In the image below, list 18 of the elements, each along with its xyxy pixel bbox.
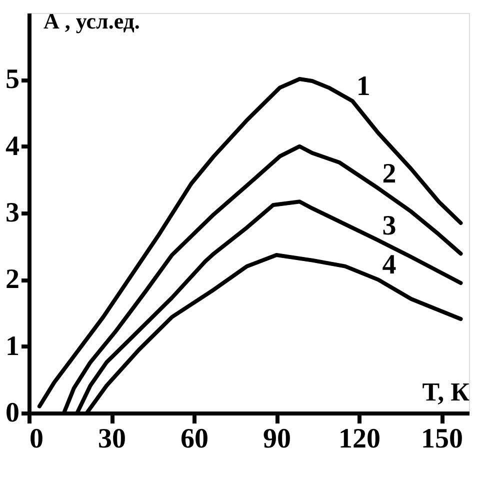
y-tick-label: 3 (6, 198, 20, 228)
x-axis-title: T, К (422, 378, 470, 406)
x-tick-label: 150 (421, 424, 463, 454)
series-label: 2 (382, 158, 396, 190)
x-tick-label: 90 (263, 424, 291, 454)
series-label: 3 (382, 210, 396, 242)
y-axis-title: А , усл.ед. (44, 8, 140, 34)
series-label: 4 (382, 250, 396, 281)
y-tick-label: 2 (6, 264, 20, 296)
y-tick-label: 1 (6, 330, 20, 362)
series-label: 1 (356, 71, 370, 102)
y-tick-label: 4 (6, 130, 20, 162)
x-tick-label: 30 (98, 424, 126, 454)
y-tick-label: 0 (6, 398, 20, 428)
x-tick-label: 60 (180, 424, 208, 454)
x-tick-label: 0 (30, 424, 44, 454)
y-tick-label: 5 (6, 64, 20, 96)
x-tick-label: 120 (338, 424, 380, 454)
